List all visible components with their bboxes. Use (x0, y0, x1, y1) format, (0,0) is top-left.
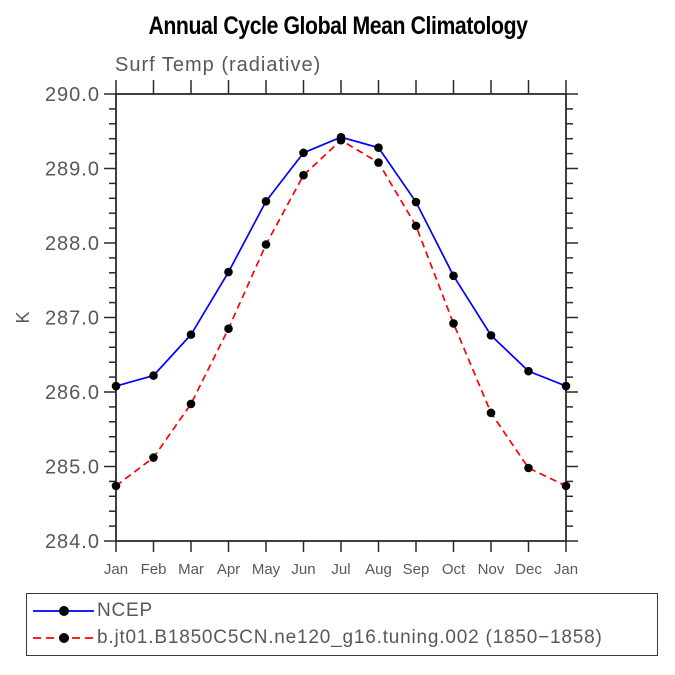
data-point (186, 399, 196, 409)
legend-row-model: b.jt01.B1850C5CN.ne120_g16.tuning.002 (1… (30, 625, 657, 652)
x-axis-tick-label: Dec (515, 561, 542, 578)
y-axis-tick-label: 287.0 (45, 308, 100, 330)
x-axis-tick-label: May (252, 561, 281, 578)
legend-line-sample-dashed (33, 633, 94, 643)
x-axis-tick-label: Sep (403, 561, 430, 578)
y-axis-tick-label: 289.0 (45, 159, 100, 181)
data-point (224, 324, 233, 333)
data-point (186, 330, 196, 339)
page-title-row: Annual Cycle Global Mean Climatology (0, 12, 675, 41)
chart-title: Annual Cycle Global Mean Climatology (147, 12, 528, 40)
legend-marker-icon (59, 633, 69, 643)
x-axis-tick-label: Aug (365, 561, 392, 578)
plot-area: Jan Feb Mar Apr May Jun Jul Aug Sep Oct Nov Dec Jan2… (13, 80, 578, 578)
y-axis-label: K (13, 311, 33, 323)
data-point (486, 408, 496, 418)
legend-label-ncep: NCEP (97, 600, 153, 621)
y-axis-tick-label: 286.0 (45, 382, 100, 404)
data-point (111, 381, 121, 391)
data-point (449, 271, 458, 281)
data-point (299, 170, 308, 180)
data-point (299, 148, 308, 158)
x-axis-tick-label: Feb (141, 561, 167, 578)
y-axis-tick-label: 284.0 (45, 531, 100, 553)
data-point (149, 453, 158, 462)
legend-label-model: b.jt01.B1850C5CN.ne120_g16.tuning.002 (1… (97, 627, 603, 648)
legend-line-sample-solid (33, 606, 94, 616)
data-point (524, 463, 533, 473)
x-axis-tick-label: Jan (104, 561, 128, 578)
data-point (336, 135, 346, 145)
legend-box: NCEP b.jt01.B1850C5CN.ne120_g16.tuning.0… (26, 593, 658, 656)
chart-subtitle: Surf Temp (radiative) (115, 54, 322, 76)
legend-row-ncep: NCEP (30, 598, 657, 625)
data-point (111, 481, 121, 491)
data-point (486, 331, 496, 340)
data-point (561, 481, 571, 491)
y-axis-tick-label: 288.0 (45, 233, 100, 255)
data-point (524, 366, 533, 376)
x-axis-tick-label: Apr (217, 561, 240, 578)
plot-frame (115, 93, 567, 542)
data-point (411, 197, 421, 207)
x-axis-tick-label: Oct (442, 561, 466, 578)
legend-marker-icon (59, 606, 69, 616)
x-axis-tick-label: Mar (178, 561, 204, 578)
data-point (411, 221, 421, 231)
y-axis-tick-label: 290.0 (45, 84, 100, 106)
data-point (261, 240, 271, 249)
data-point (561, 381, 571, 391)
data-point (374, 143, 383, 152)
x-axis-tick-label: Nov (478, 561, 505, 578)
series-line-1 (115, 139, 567, 487)
data-point (261, 196, 271, 206)
data-point (374, 158, 383, 167)
x-axis-tick-label: Jan (554, 561, 578, 578)
data-point (224, 267, 233, 277)
y-axis-tick-label: 285.0 (45, 457, 100, 479)
series-line-0 (115, 136, 567, 387)
x-axis-tick-label: Jun (291, 561, 315, 578)
data-point (149, 371, 158, 380)
data-point (449, 319, 458, 328)
x-axis-tick-label: Jul (331, 561, 350, 578)
